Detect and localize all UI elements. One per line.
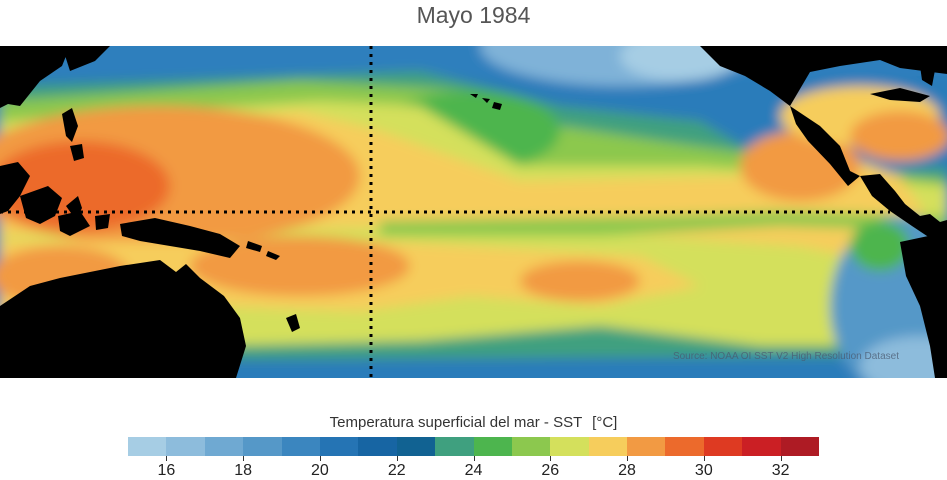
colorbar-tick-label: 24 — [464, 462, 483, 479]
colorbar-tick-label: 28 — [618, 462, 636, 479]
data-source-credit: Source: NOAA OI SST V2 High Resolution D… — [672, 351, 899, 362]
colorbar-tick-label: 18 — [234, 462, 253, 479]
land-nz — [286, 314, 300, 332]
land-new-guinea — [120, 218, 240, 258]
land-korea-japan — [62, 46, 110, 71]
colorbar-ticks: 16 18 20 22 24 26 28 30 32 — [128, 456, 819, 480]
land-cuba — [870, 88, 930, 102]
colorbar-segment — [128, 437, 167, 456]
colorbar-segment — [742, 437, 781, 456]
colorbar-segment — [588, 437, 628, 456]
colorbar-segment — [550, 437, 589, 456]
colorbar-tick-mark — [243, 456, 245, 461]
colorbar-segment — [243, 437, 282, 456]
colorbar-segment — [665, 437, 704, 456]
colorbar-label-text: Temperatura superficial del mar - SST — [329, 414, 582, 431]
colorbar-tick-label: 30 — [694, 462, 713, 479]
land-mexico — [790, 106, 860, 186]
colorbar-segment — [780, 437, 820, 456]
colorbar-segment — [166, 437, 205, 456]
colorbar-segment — [703, 437, 743, 456]
colorbar-tick-mark — [473, 456, 475, 461]
colorbar-label: Temperatura superficial del mar - SST [°… — [0, 414, 947, 431]
colorbar-tick-label: 20 — [311, 462, 329, 479]
colorbar-segment — [396, 437, 436, 456]
land-florida — [920, 66, 935, 86]
colorbar-segment — [627, 437, 666, 456]
land-hawaii — [470, 94, 502, 110]
land-indonesia — [0, 162, 110, 236]
colorbar-segment — [435, 437, 474, 456]
land-solomons — [246, 241, 280, 260]
colorbar-tick-label: 26 — [541, 462, 560, 479]
sst-map — [0, 46, 947, 378]
colorbar-segment — [511, 437, 551, 456]
colorbar-segment — [473, 437, 512, 456]
land-masses — [0, 46, 947, 378]
land-asia — [0, 46, 70, 108]
colorbar-tick-label: 32 — [771, 462, 790, 479]
map-title: Mayo 1984 — [416, 2, 531, 28]
colorbar-segment — [358, 437, 397, 456]
colorbar-segment — [281, 437, 320, 456]
land-sulawesi — [66, 196, 82, 220]
colorbar-tick-label: 16 — [157, 462, 176, 479]
colorbar — [128, 437, 820, 456]
land-south-america — [900, 232, 947, 378]
colorbar-tick-mark — [627, 456, 629, 461]
colorbar-tick-mark — [780, 456, 782, 461]
colorbar-segment — [319, 437, 359, 456]
colorbar-segment — [204, 437, 244, 456]
land-north-america — [700, 46, 947, 106]
land-australia — [0, 260, 246, 378]
colorbar-tick-mark — [319, 456, 321, 461]
colorbar-tick-mark — [550, 456, 552, 461]
colorbar-unit: [°C] — [592, 414, 618, 431]
colorbar-tick-mark — [166, 456, 168, 461]
land-central-america — [860, 174, 947, 246]
land-philippines — [62, 108, 84, 161]
colorbar-tick-label: 22 — [387, 462, 406, 479]
colorbar-tick-mark — [703, 456, 705, 461]
colorbar-tick-mark — [396, 456, 398, 461]
